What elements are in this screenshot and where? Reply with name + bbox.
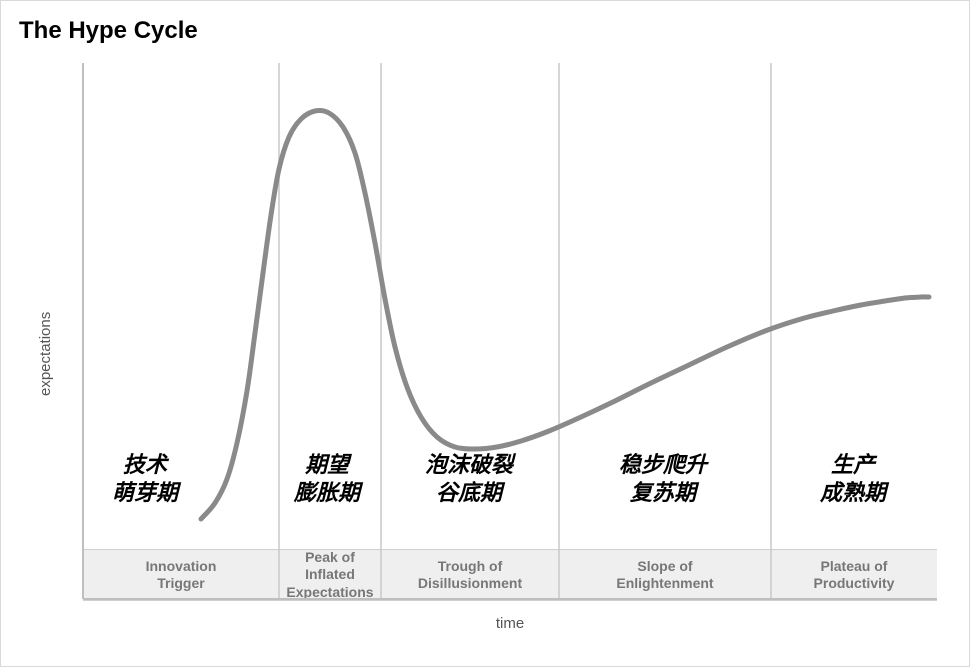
phase-label-cn: 技术 萌芽期 [65,451,225,506]
phase-label-cn: 期望 膨胀期 [247,451,407,506]
chart-svg [1,1,970,668]
phase-label-cn: 稳步爬升 复苏期 [583,451,743,506]
phase-label-cn: 泡沫破裂 谷底期 [389,451,549,506]
phase-label-cn: 生产 成熟期 [773,451,933,506]
hype-cycle-figure: The Hype Cycle expectations time Innovat… [0,0,970,667]
